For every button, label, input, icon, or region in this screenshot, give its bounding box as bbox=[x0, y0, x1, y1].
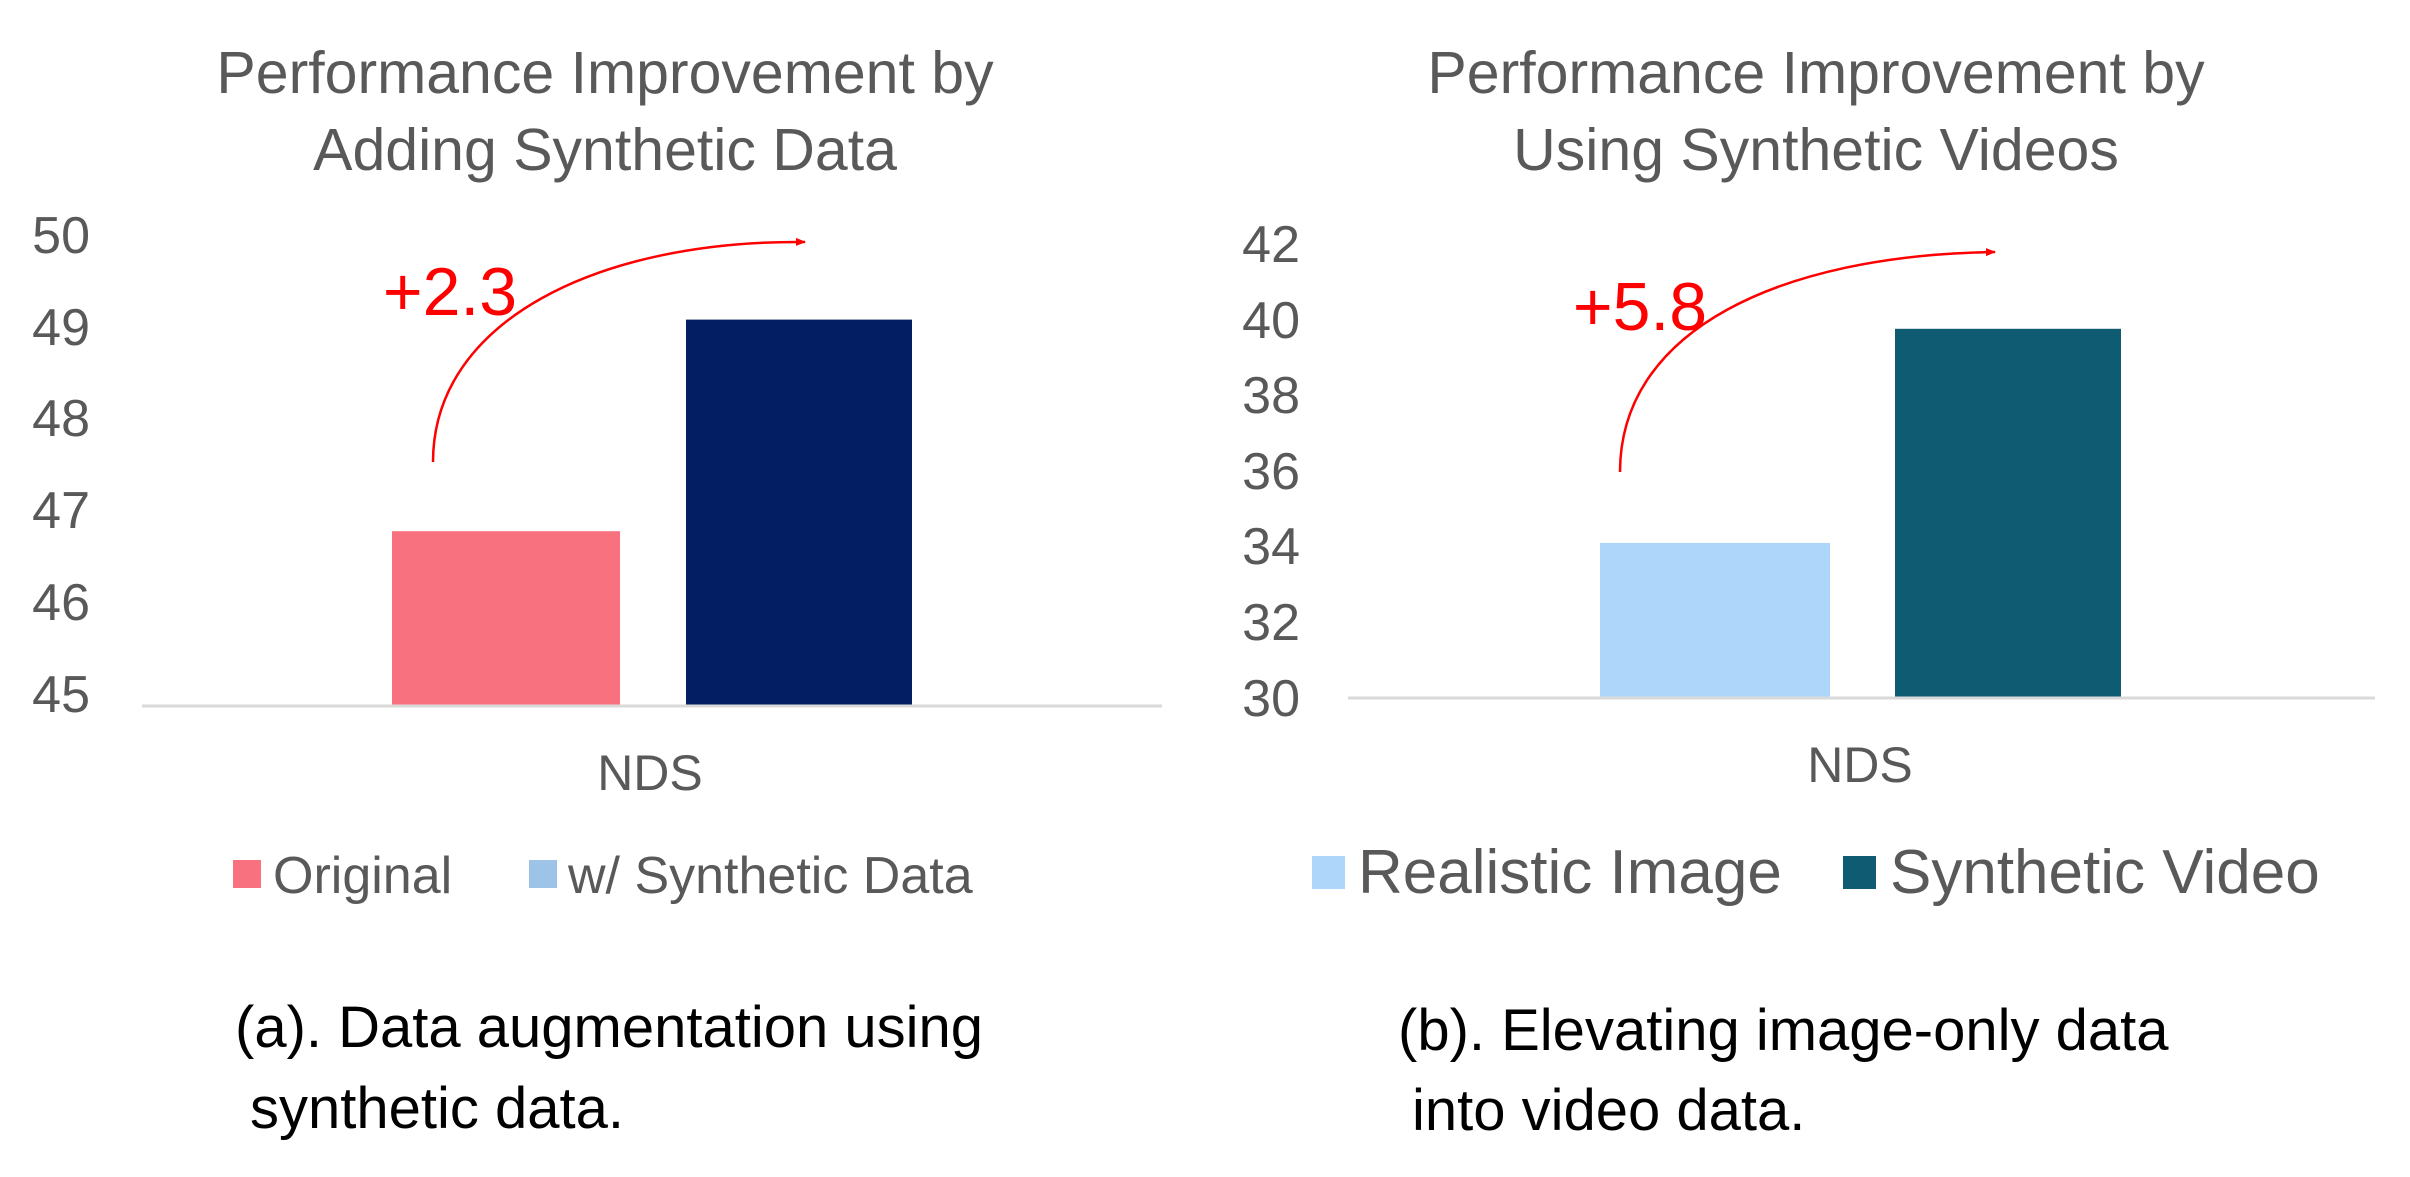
chart-b-legend-swatch-realistic-image bbox=[1312, 856, 1345, 889]
chart-a-y-axis: 45 46 47 48 49 50 bbox=[32, 207, 90, 724]
chart-a-y-tick-48: 48 bbox=[32, 390, 90, 448]
chart-a-legend-swatch-with-synthetic-data bbox=[529, 860, 557, 888]
chart-b-legend: Realistic Image Synthetic Video bbox=[1312, 838, 2320, 907]
chart-a-title-line-1: Performance Improvement by bbox=[216, 40, 994, 106]
chart-a-bar-with-synthetic-data bbox=[686, 319, 912, 706]
chart-b-bar-synthetic-video bbox=[1895, 328, 2121, 698]
chart-b-y-tick-38: 38 bbox=[1242, 367, 1300, 425]
chart-a-legend-label-original: Original bbox=[273, 847, 452, 905]
chart-a-y-tick-46: 46 bbox=[32, 574, 90, 632]
chart-a-improvement-label: +2.3 bbox=[383, 254, 517, 330]
chart-b-title-line-1: Performance Improvement by bbox=[1427, 40, 2205, 106]
chart-b-y-tick-34: 34 bbox=[1242, 518, 1300, 576]
chart-b-y-tick-40: 40 bbox=[1242, 292, 1300, 350]
chart-a-x-category-nds: NDS bbox=[597, 745, 703, 801]
chart-a-y-tick-45: 45 bbox=[32, 666, 90, 724]
chart-b-legend-label-synthetic-video: Synthetic Video bbox=[1890, 838, 2320, 907]
chart-b-y-tick-36: 36 bbox=[1242, 443, 1300, 501]
chart-a-caption-line-2: synthetic data. bbox=[250, 1076, 624, 1141]
chart-b-legend-label-realistic-image: Realistic Image bbox=[1358, 838, 1782, 907]
chart-b-y-tick-30: 30 bbox=[1242, 670, 1300, 728]
chart-b-bar-realistic-image bbox=[1600, 542, 1830, 698]
chart-b-improvement-label: +5.8 bbox=[1573, 269, 1707, 345]
chart-b-title-line-2: Using Synthetic Videos bbox=[1513, 117, 2119, 183]
chart-a-bar-original bbox=[392, 531, 620, 706]
chart-b-x-category-nds: NDS bbox=[1807, 737, 1913, 793]
chart-b: Performance Improvement by Using Synthet… bbox=[1242, 40, 2375, 1143]
chart-a-improvement-arrow bbox=[431, 237, 806, 463]
chart-b-y-axis: 30 32 34 36 38 40 42 bbox=[1242, 216, 1300, 728]
chart-a-legend-label-with-synthetic-data: w/ Synthetic Data bbox=[567, 847, 973, 905]
chart-a-y-tick-49: 49 bbox=[32, 299, 90, 357]
chart-a-caption-line-1: (a). Data augmentation using bbox=[235, 995, 983, 1060]
chart-b-caption-line-2: into video data. bbox=[1412, 1078, 1805, 1143]
chart-a-y-tick-50: 50 bbox=[32, 207, 90, 265]
chart-a-legend: Original w/ Synthetic Data bbox=[233, 847, 973, 905]
chart-b-caption-line-1: (b). Elevating image-only data bbox=[1398, 998, 2169, 1063]
chart-b-improvement-arrow bbox=[1618, 248, 1996, 473]
chart-b-y-tick-42: 42 bbox=[1242, 216, 1300, 274]
chart-a: Performance Improvement by Adding Synthe… bbox=[32, 40, 1162, 1141]
chart-a-y-tick-47: 47 bbox=[32, 482, 90, 540]
chart-a-title-line-2: Adding Synthetic Data bbox=[313, 117, 897, 183]
chart-a-legend-swatch-original bbox=[233, 860, 261, 888]
chart-b-y-tick-32: 32 bbox=[1242, 594, 1300, 652]
chart-b-legend-swatch-synthetic-video bbox=[1843, 856, 1876, 889]
